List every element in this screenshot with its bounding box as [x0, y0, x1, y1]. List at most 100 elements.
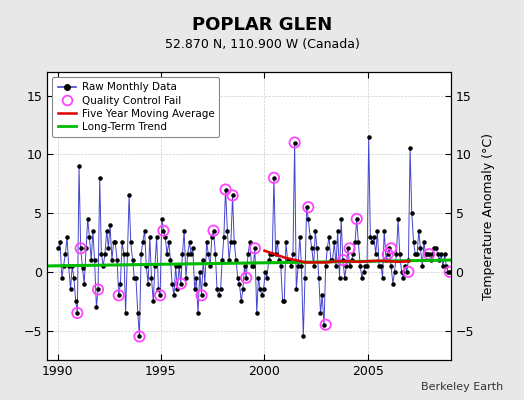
- Point: [64, 263, 73, 269]
- Point: [119, 251, 128, 258]
- Point: [198, 292, 206, 298]
- Point: [326, 257, 335, 263]
- Point: [420, 239, 428, 246]
- Point: [297, 263, 305, 269]
- Point: [275, 257, 283, 263]
- Point: [202, 239, 211, 246]
- Point: [127, 239, 135, 246]
- Point: [90, 257, 99, 263]
- Point: [235, 280, 244, 287]
- Point: [116, 280, 125, 287]
- Point: [330, 239, 339, 246]
- Point: [225, 257, 233, 263]
- Point: [378, 274, 387, 281]
- Point: [408, 210, 416, 216]
- Point: [425, 251, 433, 258]
- Point: [85, 233, 94, 240]
- Point: [321, 322, 330, 328]
- Point: [178, 251, 187, 258]
- Point: [159, 228, 168, 234]
- Point: [366, 233, 375, 240]
- Point: [82, 245, 90, 252]
- Point: [271, 251, 280, 258]
- Point: [270, 174, 278, 181]
- Point: [332, 263, 340, 269]
- Point: [321, 263, 330, 269]
- Point: [414, 228, 423, 234]
- Point: [306, 233, 314, 240]
- Point: [370, 233, 378, 240]
- Point: [63, 233, 71, 240]
- Point: [432, 245, 440, 252]
- Point: [285, 257, 293, 263]
- Point: [204, 251, 213, 258]
- Point: [399, 274, 408, 281]
- Point: [345, 245, 354, 252]
- Point: [445, 269, 454, 275]
- Point: [390, 269, 399, 275]
- Point: [166, 257, 174, 263]
- Point: [58, 274, 66, 281]
- Point: [380, 228, 388, 234]
- Point: [209, 228, 217, 234]
- Point: [232, 257, 241, 263]
- Point: [122, 310, 130, 316]
- Point: [159, 228, 168, 234]
- Point: [101, 251, 109, 258]
- Point: [445, 269, 454, 275]
- Point: [428, 251, 436, 258]
- Point: [287, 263, 296, 269]
- Point: [170, 292, 178, 298]
- Point: [173, 286, 181, 293]
- Point: [409, 239, 418, 246]
- Point: [411, 251, 419, 258]
- Point: [99, 263, 107, 269]
- Point: [347, 257, 356, 263]
- Point: [442, 263, 451, 269]
- Point: [94, 286, 102, 293]
- Point: [77, 245, 85, 252]
- Point: [261, 269, 269, 275]
- Point: [441, 251, 449, 258]
- Point: [353, 216, 361, 222]
- Point: [256, 286, 264, 293]
- Point: [183, 251, 192, 258]
- Point: [237, 298, 245, 304]
- Point: [206, 263, 214, 269]
- Point: [242, 274, 250, 281]
- Point: [402, 269, 411, 275]
- Point: [195, 269, 204, 275]
- Point: [385, 245, 394, 252]
- Point: [142, 263, 150, 269]
- Point: [67, 286, 75, 293]
- Point: [413, 251, 421, 258]
- Point: [406, 145, 414, 152]
- Point: [265, 257, 273, 263]
- Point: [427, 257, 435, 263]
- Point: [137, 251, 145, 258]
- Point: [247, 263, 256, 269]
- Point: [354, 239, 363, 246]
- Point: [302, 204, 311, 210]
- Point: [230, 239, 238, 246]
- Point: [75, 163, 83, 169]
- Point: [73, 310, 82, 316]
- Point: [140, 228, 149, 234]
- Point: [71, 298, 80, 304]
- Point: [342, 263, 351, 269]
- Point: [365, 134, 373, 140]
- Point: [323, 245, 332, 252]
- Point: [416, 245, 424, 252]
- Point: [103, 228, 111, 234]
- Point: [358, 274, 366, 281]
- Point: [318, 292, 326, 298]
- Point: [273, 239, 281, 246]
- Point: [280, 298, 289, 304]
- Point: [161, 233, 169, 240]
- Point: [353, 216, 361, 222]
- Point: [73, 310, 82, 316]
- Point: [214, 292, 223, 298]
- Point: [341, 274, 349, 281]
- Point: [375, 263, 383, 269]
- Point: [311, 228, 320, 234]
